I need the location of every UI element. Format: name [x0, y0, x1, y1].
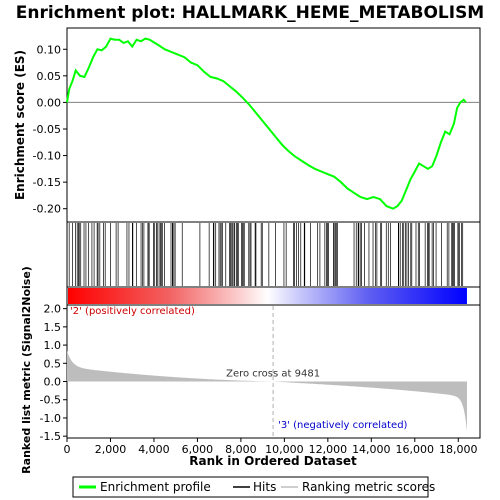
x-axis-label: Rank in Ordered Dataset: [189, 454, 357, 468]
legend-box: [72, 476, 429, 498]
chart-title: Enrichment plot: HALLMARK_HEME_METABOLIS…: [16, 3, 484, 23]
rank-color-band: [68, 288, 467, 304]
es-y-axis: 0.10 0.05 0.00 -0.05 -0.10 -0.15 -0.20: [33, 43, 67, 216]
hit-markers: [68, 223, 464, 286]
metric-y-tick-label: 0.5: [44, 357, 62, 370]
es-y-tick-label: -0.20: [33, 203, 61, 216]
es-y-tick-label: 0.05: [37, 70, 62, 83]
x-tick-label: 2,000: [95, 443, 127, 456]
metric-y-tick-label: 0.0: [44, 376, 62, 389]
es-y-tick-label: -0.15: [33, 176, 61, 189]
es-y-label: Enrichment score (ES): [13, 50, 27, 200]
x-tick-label: 16,000: [396, 443, 435, 456]
metric-y-tick-label: 1.5: [44, 321, 62, 334]
metric-y-axis: 2.0 1.5 1.0 0.5 0.0 -0.5 -1.0 -1.5: [40, 303, 67, 443]
metric-y-label: Ranked list metric (Signal2Noise): [20, 266, 33, 474]
metric-y-tick-label: -1.5: [40, 430, 61, 443]
es-y-tick-label: 0.00: [37, 96, 62, 109]
x-tick-label: 10,000: [265, 443, 304, 456]
zero-cross-label: Zero cross at 9481: [226, 369, 320, 380]
legend-metric-label: Ranking metric scores: [302, 480, 435, 494]
enrichment-profile-line: [66, 37, 467, 210]
metric-y-tick-label: -0.5: [40, 394, 61, 407]
metric-y-tick-label: -1.0: [40, 412, 61, 425]
legend-hits-label: Hits: [253, 480, 276, 494]
x-tick-label: 18,000: [439, 443, 478, 456]
es-y-tick-label: 0.10: [37, 43, 62, 56]
es-y-tick-label: -0.10: [33, 150, 61, 163]
metric-y-tick-label: 2.0: [44, 303, 62, 316]
es-y-tick-label: -0.05: [33, 123, 61, 136]
legend-profile-label: Enrichment profile: [100, 480, 211, 494]
x-tick-label: 4,000: [138, 443, 170, 456]
x-tick-label: 14,000: [352, 443, 391, 456]
x-tick-label: 0: [64, 443, 71, 456]
x-tick-label: 6,000: [182, 443, 214, 456]
negative-correlation-label: '3' (negatively correlated): [278, 420, 407, 431]
x-tick-label: 8,000: [225, 443, 257, 456]
es-panel-frame: [66, 27, 481, 223]
metric-y-tick-label: 1.0: [44, 339, 62, 352]
x-axis: 0 2,000 4,000 6,000 8,000 10,000 12,000 14,000 1…: [64, 438, 478, 456]
x-tick-label: 12,000: [309, 443, 348, 456]
positive-correlation-label: '2' (positively correlated): [70, 306, 195, 317]
